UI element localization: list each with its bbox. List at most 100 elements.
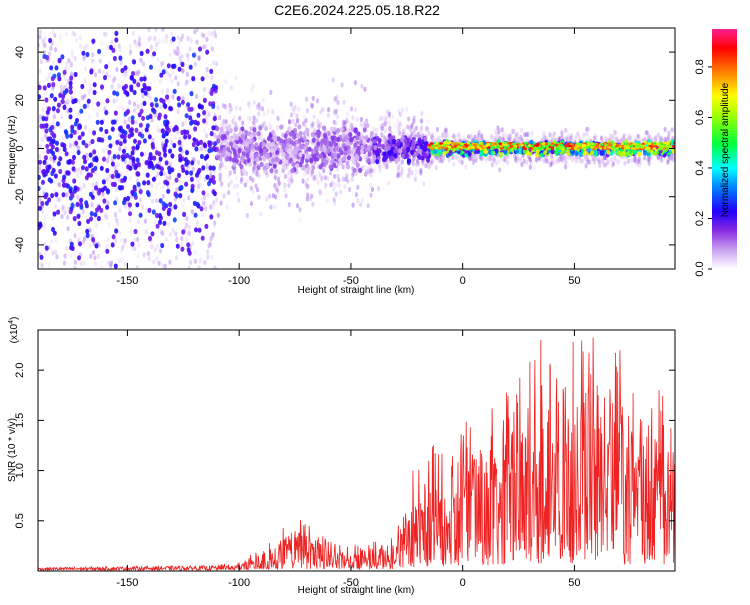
spectrogram-cell [346,178,350,184]
spectrogram-cell [186,57,190,63]
spectrogram-cell [411,158,415,164]
spectrogram-cell [401,153,405,159]
spectrogram-cell [344,135,349,141]
spectrogram-cell [516,156,520,162]
spectrogram-cell [193,119,198,125]
spectrogram-cell [116,154,121,160]
spectrogram-cell [104,214,108,220]
spectrogram-cell [115,187,119,193]
spectrogram-cell [396,173,400,179]
spectrogram-cell [252,115,256,121]
spectrogram-cell [154,45,158,51]
spectrogram-cell [104,31,109,37]
spectrogram-cell [104,128,109,135]
spectrogram-cell [355,116,359,122]
spectrogram-cell [241,120,245,126]
spectrogram-cell [334,191,338,197]
spectrogram-cell [213,141,217,147]
spectrogram-cell [454,154,458,160]
spectrogram-cell [221,103,226,109]
spectrogram-cell [420,111,424,117]
spectrogram-cell [202,128,207,134]
spectrogram-cell [127,117,131,123]
spectrogram-cell [496,159,501,165]
spectrogram-cell [279,138,284,144]
spectrogram-cell [362,154,366,160]
spectrogram-cell [202,142,207,148]
spectrogram-cell [281,162,286,168]
spectrogram-cell [210,233,214,240]
spectrogram-cell [306,183,310,189]
spectrogram-cell [386,145,391,151]
spectrogram-cell [51,167,56,174]
spectrogram-cell [133,165,138,171]
spectrogram-cell [39,58,43,64]
spectrogram-cell [88,128,92,135]
spectrogram-cell [670,127,674,133]
spectrogram-cell [262,156,267,162]
spectrogram-cell [200,145,204,151]
spectrogram-cell [52,114,56,120]
spectrogram-cell [149,102,154,108]
spectrogram-cell [353,142,358,148]
spectrogram-cell [138,197,143,203]
spectrogram-cell [220,162,224,168]
spectrogram-cell [274,185,278,191]
spectrogram-cell [44,128,49,134]
spectrogram-cell [279,124,284,130]
spectrogram-cell [213,33,218,39]
spectrogram-cell [311,95,315,101]
spectrogram-cell [560,156,564,162]
spectrogram-cell [159,248,163,254]
spectrogram-cell [354,153,359,159]
spectrogram-cell [383,116,387,123]
spectrogram-cell [49,155,53,161]
spectrogram-cell [383,121,387,127]
spectrogram-cell [319,140,324,146]
spectrogram-cell [81,239,86,245]
spectrogram-cell [339,126,344,133]
spectrogram-cell [158,156,163,162]
spectrogram-cell [120,78,124,85]
spectrogram-cell [47,73,52,79]
spectrogram-cell [216,154,221,160]
spectrogram-cell [305,127,310,133]
spectrogram-cell [180,242,184,248]
spectrogram-cell [114,30,119,36]
spectrogram-cell [95,119,100,125]
spectrogram-cell [519,134,523,140]
spectrogram-cell [603,154,607,161]
spectrogram-cell [277,180,281,186]
spectrogram-cell [227,182,231,188]
spectrogram-cell [383,161,387,167]
spectrogram-cell [461,136,466,142]
spectrogram-cell [159,229,164,235]
spectrogram-cell [166,87,170,93]
spectrogram-cell [191,240,195,246]
spectrogram-cell [56,161,61,167]
spectrogram-cell [162,60,166,66]
spectrogram-cell [43,215,47,222]
spectrogram-cell [474,157,478,163]
spectrogram-cell [326,130,331,136]
spectrogram-cell [44,250,48,256]
spectrogram-cell [68,188,73,194]
spectrogram-cell [310,123,314,129]
spectrogram-cell [98,58,102,64]
spectrogram-cell [110,126,115,132]
spectrogram-cell [650,155,654,161]
spectrogram-cell [342,99,346,105]
spectrogram-cell [334,145,339,152]
spectrogram-cell [353,127,358,133]
spectrogram-cell [174,75,178,81]
spectrogram-cell [231,118,235,124]
spectrogram-cell [361,197,365,203]
spectrogram-cell [174,177,179,183]
spectrogram-cell [596,157,600,163]
spectrogram-cell [427,131,431,137]
spectrogram-cell [250,143,255,149]
spectrogram-cell [551,134,555,140]
spectrogram-cell [603,154,607,160]
spectrogram-cell [131,158,136,164]
spectrogram-cell [316,180,320,186]
